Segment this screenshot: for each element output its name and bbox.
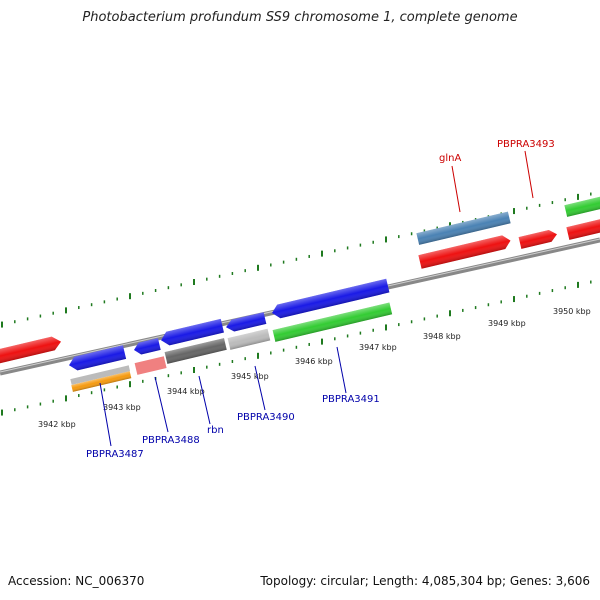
kbp-label-3942: 3942 kbp (38, 420, 76, 429)
kbp-label-3944: 3944 kbp (167, 387, 205, 396)
feature-pink-3488[interactable] (134, 356, 167, 375)
kbp-labels: 3942 kbp 3943 kbp 3944 kbp 3945 kbp 3946… (38, 307, 591, 429)
gene-red-3493[interactable] (518, 228, 559, 249)
kbp-label-3947: 3947 kbp (359, 343, 397, 352)
label-pbpra3488[interactable]: PBPRA3488 (142, 435, 200, 446)
feature-grey-3490[interactable] (227, 328, 271, 350)
kbp-label-3948: 3948 kbp (423, 332, 461, 341)
label-pbpra3491[interactable]: PBPRA3491 (322, 394, 380, 405)
reverse-strand-genes (70, 302, 393, 392)
gene-blue-3487[interactable] (67, 345, 127, 372)
label-glnA[interactable]: glnA (439, 153, 461, 164)
map-title: Photobacterium profundum SS9 chromosome … (82, 10, 518, 25)
feature-darkgrey[interactable] (164, 338, 227, 364)
label-pbpra3487[interactable]: PBPRA3487 (86, 449, 144, 460)
leader-rbn (198, 375, 211, 425)
leader-glnA (451, 165, 461, 213)
leader-pbpra3493 (524, 150, 534, 199)
leader-pbpra3490 (254, 365, 266, 411)
leader-pbpra3491 (336, 346, 347, 394)
gene-red-glnA[interactable] (418, 234, 512, 269)
gene-blue-small[interactable] (133, 338, 161, 356)
label-pbpra3493[interactable]: PBPRA3493 (497, 139, 555, 150)
gene-red-right[interactable] (566, 215, 600, 240)
gene-steel-glnA[interactable] (416, 211, 511, 245)
leader-pbpra3488 (154, 376, 169, 433)
label-leaders (99, 150, 534, 447)
label-pbpra3490[interactable]: PBPRA3490 (237, 412, 295, 423)
kbp-label-3950: 3950 kbp (553, 307, 591, 316)
lower-tick-track (1, 280, 592, 416)
kbp-label-3945: 3945 kbp (231, 372, 269, 381)
feature-green-3491[interactable] (272, 302, 393, 342)
gene-blue-rbn[interactable] (225, 312, 267, 333)
feature-grey-3487[interactable] (70, 365, 131, 385)
gene-green-right[interactable] (564, 193, 600, 217)
forward-strand-genes (0, 193, 600, 372)
upper-tick-track (1, 192, 592, 328)
gene-labels: glnA PBPRA3493 PBPRA3487 PBPRA3488 rbn P… (86, 139, 555, 460)
feature-orange-3487[interactable] (71, 371, 132, 392)
gene-left-red[interactable] (0, 335, 63, 366)
label-rbn[interactable]: rbn (207, 425, 224, 436)
accession-text: Accession: NC_006370 (8, 574, 145, 588)
gene-blue-3490[interactable] (270, 278, 390, 320)
kbp-label-3949: 3949 kbp (488, 319, 526, 328)
kbp-label-3946: 3946 kbp (295, 357, 333, 366)
gene-blue-3488[interactable] (159, 318, 224, 347)
kbp-label-3943: 3943 kbp (103, 403, 141, 412)
genome-summary-text: Topology: circular; Length: 4,085,304 bp… (260, 574, 590, 588)
leader-pbpra3487 (99, 382, 112, 447)
